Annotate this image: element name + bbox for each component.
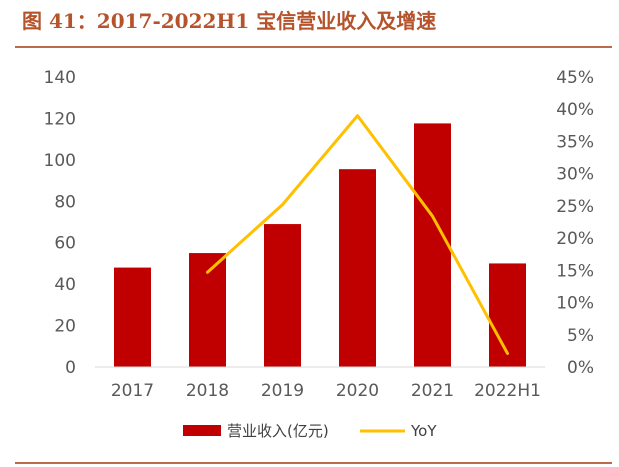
x-axis-ticks: 2017 2018 2019 2020 2021 2022H1 <box>111 381 541 401</box>
x-axis-tick-label: 2018 <box>186 381 229 401</box>
revenue-bar <box>189 253 226 367</box>
revenue-bar <box>264 224 301 367</box>
right-axis-tick-label: 15% <box>556 261 594 281</box>
x-axis-tick-label: 2021 <box>411 381 454 401</box>
right-axis-tick-label: 0% <box>567 358 594 378</box>
left-axis-tick-label: 80 <box>54 192 76 212</box>
right-axis-tick-label: 35% <box>556 132 594 152</box>
x-axis-tick-label: 2020 <box>336 381 379 401</box>
right-axis-ticks: 0% 5% 10% 15% 20% 25% 30% 35% 40% 45% <box>556 68 594 378</box>
left-axis-tick-label: 20 <box>54 317 76 337</box>
left-axis-tick-label: 60 <box>54 234 76 254</box>
legend-label-yoy: YoY <box>410 422 437 440</box>
right-axis-tick-label: 40% <box>556 100 594 120</box>
right-axis-tick-label: 25% <box>556 197 594 217</box>
revenue-bar <box>414 123 451 368</box>
x-axis-tick-label: 2017 <box>111 381 154 401</box>
right-axis-tick-label: 10% <box>556 294 594 314</box>
left-axis-tick-label: 0 <box>65 358 76 378</box>
left-axis-tick-label: 100 <box>44 151 76 171</box>
yoy-series-line <box>206 114 509 355</box>
legend: 营业收入(亿元) YoY <box>183 422 437 440</box>
legend-label-revenue: 营业收入(亿元) <box>227 422 329 440</box>
left-axis-tick-label: 120 <box>44 109 76 129</box>
left-axis-ticks: 0 20 40 60 80 100 120 140 <box>44 68 76 378</box>
revenue-bar <box>489 263 526 367</box>
x-axis-tick-label: 2022H1 <box>474 381 541 401</box>
revenue-bar <box>339 169 376 367</box>
revenue-bar <box>114 267 151 367</box>
legend-swatch-revenue <box>183 425 221 436</box>
left-axis-tick-label: 140 <box>44 68 76 88</box>
title-divider <box>15 46 612 48</box>
right-axis-tick-label: 20% <box>556 229 594 249</box>
right-axis-tick-label: 5% <box>567 326 594 346</box>
footer-divider <box>15 462 612 464</box>
chart-title: 图 41：2017-2022H1 宝信营业收入及增速 <box>22 9 437 33</box>
left-axis-tick-label: 40 <box>54 275 76 295</box>
right-axis-tick-label: 45% <box>556 68 594 88</box>
x-axis-tick-label: 2019 <box>261 381 304 401</box>
right-axis-tick-label: 30% <box>556 165 594 185</box>
bar-series <box>114 123 526 368</box>
